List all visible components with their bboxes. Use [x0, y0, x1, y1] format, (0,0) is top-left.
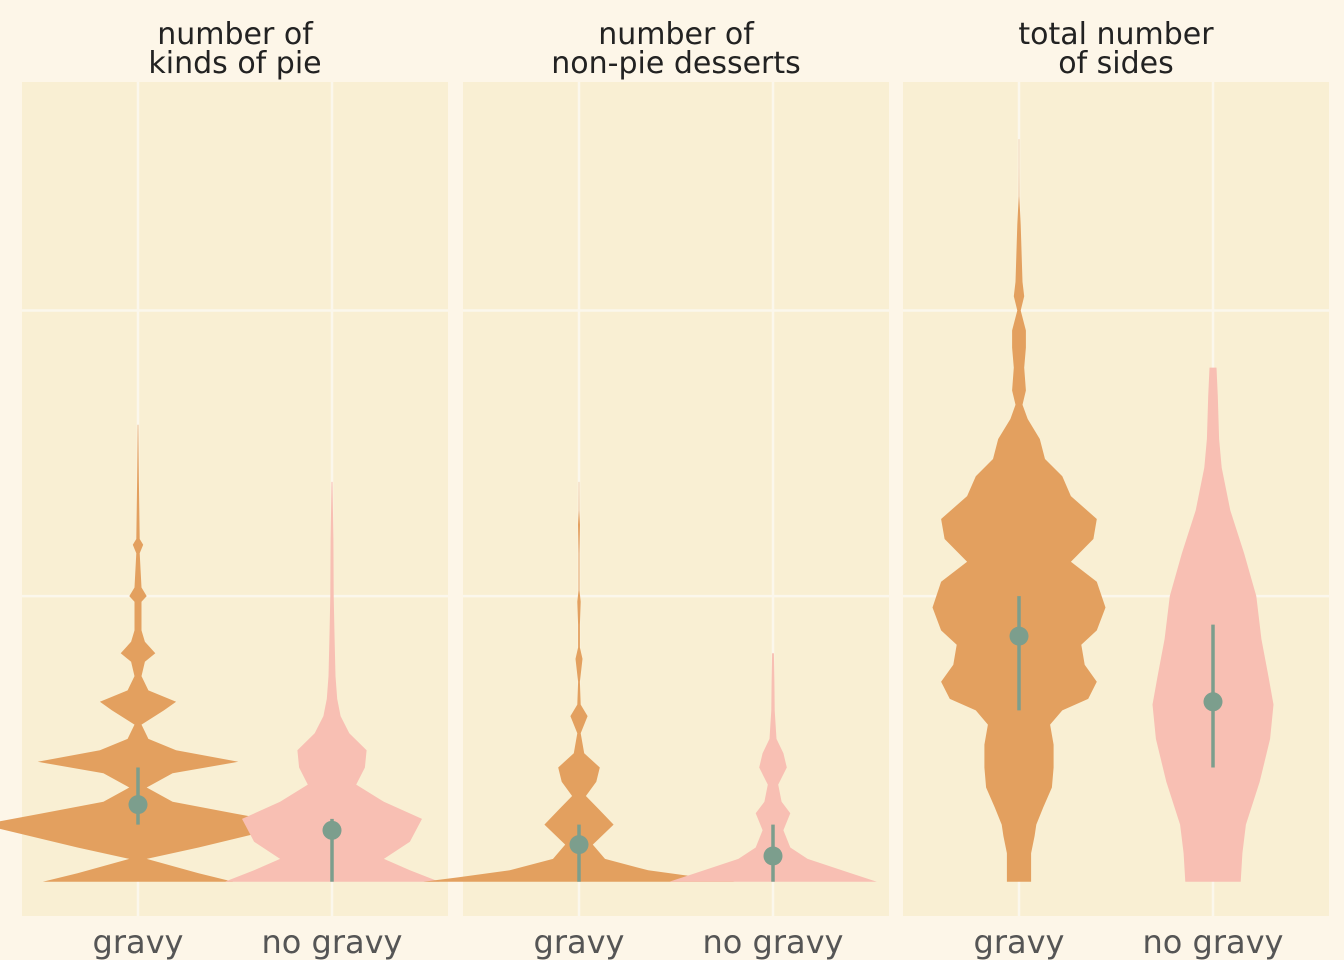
panel-pie-title-line-1: number of — [157, 17, 314, 52]
panel-desserts-violin-no-gravy — [669, 653, 877, 882]
panel-pie-violins — [0, 424, 440, 882]
panel-sides-markers — [1009, 596, 1223, 768]
panel-desserts-markers — [569, 824, 783, 882]
panel-desserts-xtick-gravy: gravy — [534, 923, 625, 960]
panel-desserts-xtick-no-gravy: no gravy — [703, 923, 844, 960]
panel-pie-mean-no-gravy — [322, 820, 342, 840]
panel-desserts-background — [463, 82, 889, 916]
panel-sides-xtick-gravy: gravy — [974, 923, 1065, 960]
panel-desserts-violin-gravy — [423, 481, 735, 882]
panel-sides-violins — [932, 139, 1274, 882]
panel-sides: total number of sides gravy no gravy — [903, 17, 1329, 960]
panel-pie-markers — [128, 767, 342, 882]
panel-pie-violin-no-gravy — [224, 481, 440, 882]
panel-desserts-mean-no-gravy — [763, 846, 783, 866]
panel-sides-mean-gravy — [1009, 626, 1029, 646]
panel-desserts-mean-gravy — [569, 835, 589, 855]
panel-pie-mean-gravy — [128, 795, 148, 815]
panel-sides-violin-no-gravy — [1152, 367, 1274, 882]
panel-sides-mean-no-gravy — [1203, 692, 1223, 712]
panel-pie-background — [22, 82, 448, 916]
panel-desserts-violins — [423, 481, 877, 882]
panel-pie-xtick-gravy: gravy — [93, 923, 184, 960]
panel-pie-violin-gravy — [0, 424, 294, 882]
panel-pie-title-line-2: kinds of pie — [148, 46, 321, 81]
panel-desserts-title-line-2: non-pie desserts — [551, 46, 801, 81]
panel-sides-title-line-2: of sides — [1058, 46, 1174, 81]
panel-sides-xtick-no-gravy: no gravy — [1143, 923, 1284, 960]
panel-pie-xtick-no-gravy: no gravy — [262, 923, 403, 960]
panel-pie: number of kinds of pie gravy no gravy — [0, 17, 448, 960]
panel-sides-violin-gravy — [932, 139, 1106, 882]
panel-sides-title-line-1: total number — [1018, 17, 1214, 52]
panel-desserts: number of non-pie desserts gravy no grav… — [423, 17, 889, 960]
panel-desserts-title-line-1: number of — [598, 17, 755, 52]
